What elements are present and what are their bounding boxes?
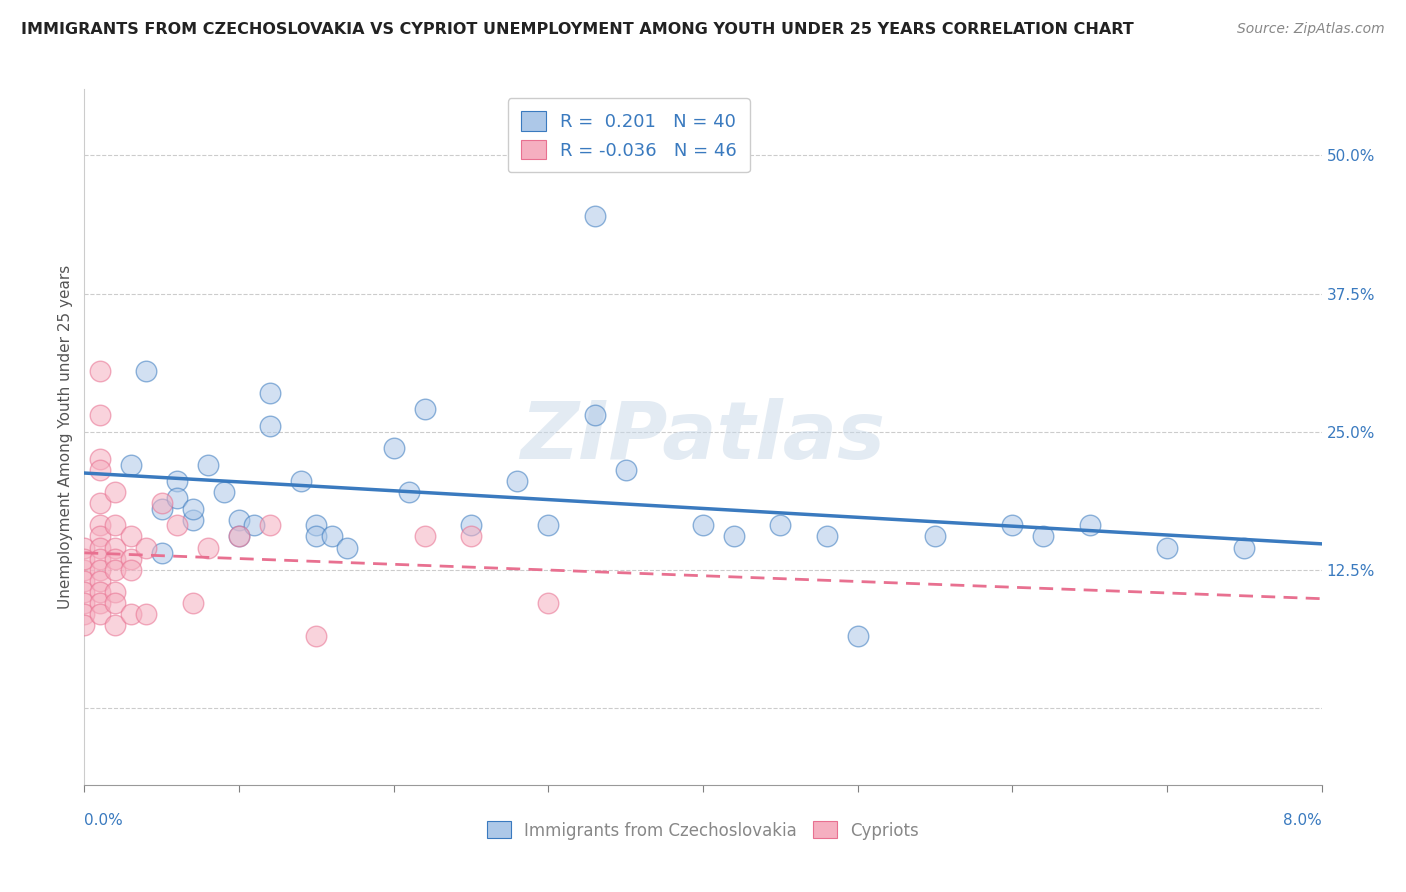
Point xyxy=(89,563,111,577)
Point xyxy=(181,513,204,527)
Point xyxy=(73,551,96,566)
Point xyxy=(290,475,312,489)
Point xyxy=(460,529,482,543)
Point xyxy=(181,501,204,516)
Point xyxy=(73,541,96,555)
Text: 8.0%: 8.0% xyxy=(1282,813,1322,828)
Point xyxy=(150,546,173,560)
Point xyxy=(135,364,157,378)
Text: Source: ZipAtlas.com: Source: ZipAtlas.com xyxy=(1237,22,1385,37)
Point xyxy=(89,541,111,555)
Point xyxy=(120,551,142,566)
Point xyxy=(89,496,111,510)
Point xyxy=(614,463,637,477)
Point xyxy=(413,402,436,417)
Point xyxy=(73,574,96,588)
Point xyxy=(212,485,235,500)
Point xyxy=(537,596,560,610)
Point xyxy=(305,518,328,533)
Point xyxy=(89,574,111,588)
Point xyxy=(73,563,96,577)
Point xyxy=(1032,529,1054,543)
Point xyxy=(228,513,250,527)
Point xyxy=(815,529,838,543)
Point xyxy=(120,529,142,543)
Point xyxy=(166,491,188,505)
Point xyxy=(135,541,157,555)
Point xyxy=(259,419,281,434)
Point xyxy=(398,485,420,500)
Point xyxy=(104,518,127,533)
Point xyxy=(104,563,127,577)
Point xyxy=(104,485,127,500)
Point xyxy=(89,364,111,378)
Point xyxy=(583,209,606,223)
Point xyxy=(73,607,96,621)
Point xyxy=(197,458,219,472)
Point xyxy=(723,529,745,543)
Point xyxy=(506,475,529,489)
Point xyxy=(120,458,142,472)
Point xyxy=(537,518,560,533)
Point xyxy=(89,408,111,422)
Point xyxy=(583,408,606,422)
Point xyxy=(259,385,281,400)
Point xyxy=(89,551,111,566)
Point xyxy=(197,541,219,555)
Point xyxy=(769,518,792,533)
Point xyxy=(73,584,96,599)
Legend: Immigrants from Czechoslovakia, Cypriots: Immigrants from Czechoslovakia, Cypriots xyxy=(481,814,925,847)
Point xyxy=(135,607,157,621)
Point xyxy=(89,452,111,467)
Point xyxy=(104,551,127,566)
Point xyxy=(120,607,142,621)
Point xyxy=(150,496,173,510)
Point xyxy=(89,463,111,477)
Point xyxy=(305,629,328,643)
Point xyxy=(321,529,343,543)
Point xyxy=(73,617,96,632)
Point xyxy=(166,518,188,533)
Text: IMMIGRANTS FROM CZECHOSLOVAKIA VS CYPRIOT UNEMPLOYMENT AMONG YOUTH UNDER 25 YEAR: IMMIGRANTS FROM CZECHOSLOVAKIA VS CYPRIO… xyxy=(21,22,1133,37)
Point xyxy=(305,529,328,543)
Point xyxy=(150,501,173,516)
Point xyxy=(120,563,142,577)
Point xyxy=(104,617,127,632)
Point xyxy=(692,518,714,533)
Point xyxy=(166,475,188,489)
Point xyxy=(460,518,482,533)
Text: ZIPatlas: ZIPatlas xyxy=(520,398,886,476)
Point xyxy=(228,529,250,543)
Point xyxy=(1156,541,1178,555)
Point xyxy=(89,607,111,621)
Point xyxy=(104,596,127,610)
Point xyxy=(1078,518,1101,533)
Point xyxy=(89,518,111,533)
Text: 0.0%: 0.0% xyxy=(84,813,124,828)
Point xyxy=(1233,541,1256,555)
Point xyxy=(243,518,266,533)
Point xyxy=(1001,518,1024,533)
Point xyxy=(259,518,281,533)
Point xyxy=(104,541,127,555)
Point xyxy=(336,541,359,555)
Point xyxy=(924,529,946,543)
Point xyxy=(73,596,96,610)
Point xyxy=(104,584,127,599)
Y-axis label: Unemployment Among Youth under 25 years: Unemployment Among Youth under 25 years xyxy=(58,265,73,609)
Point xyxy=(89,584,111,599)
Point xyxy=(89,529,111,543)
Point xyxy=(181,596,204,610)
Point xyxy=(228,529,250,543)
Point xyxy=(413,529,436,543)
Point xyxy=(382,441,405,455)
Point xyxy=(846,629,869,643)
Point xyxy=(89,596,111,610)
